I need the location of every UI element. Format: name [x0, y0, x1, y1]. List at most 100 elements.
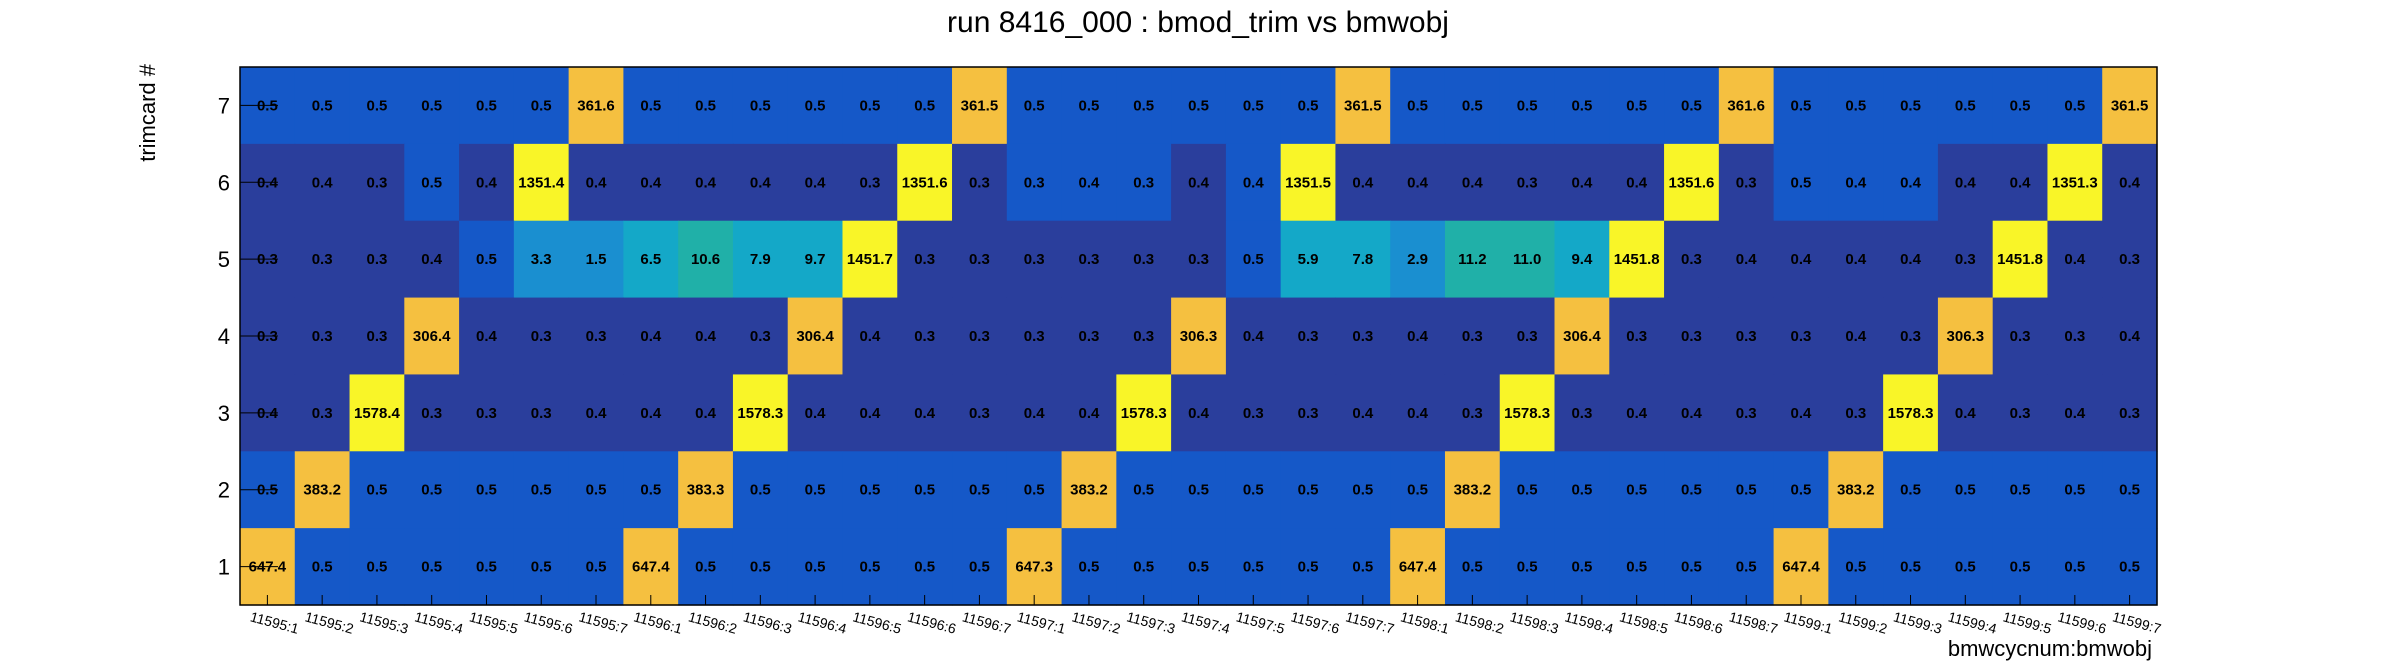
heatmap-cell — [1171, 297, 1227, 376]
cell-value-label: 0.3 — [1133, 251, 1154, 268]
cell-value-label: 0.3 — [1626, 328, 1647, 345]
cell-value-label: 0.5 — [531, 97, 552, 114]
heatmap-cell — [1006, 374, 1063, 452]
cell-value-label: 0.5 — [2119, 482, 2140, 499]
cell-value-label: 1351.6 — [1668, 174, 1714, 191]
cell-value-label: 0.4 — [1791, 405, 1813, 422]
cell-value-label: 0.4 — [1626, 174, 1648, 191]
cell-value-label: 0.5 — [1517, 97, 1538, 114]
cell-value-label: 0.3 — [312, 328, 333, 345]
heatmap-cell — [1171, 528, 1227, 606]
heatmap-cell — [1280, 143, 1337, 222]
cell-value-label: 0.3 — [1298, 405, 1319, 422]
cell-value-label: 0.5 — [1188, 97, 1209, 114]
cell-value-label: 0.4 — [695, 328, 717, 345]
x-axis-title: bmwcycnum:bmwobj — [1948, 636, 2152, 661]
y-tick-label: 3 — [218, 401, 230, 426]
cell-value-label: 0.3 — [750, 328, 771, 345]
heatmap-cell — [1390, 528, 1446, 606]
heatmap-cell — [1992, 451, 2049, 529]
cell-value-label: 0.3 — [1517, 174, 1538, 191]
cell-value-label: 0.4 — [1079, 405, 1101, 422]
cell-value-label: 0.5 — [1407, 97, 1428, 114]
heatmap-cell — [568, 297, 624, 376]
cell-value-label: 0.4 — [1845, 328, 1867, 345]
cell-value-label: 0.3 — [531, 405, 552, 422]
cell-value-label: 0.4 — [1462, 174, 1484, 191]
heatmap-cell — [897, 143, 953, 222]
cell-value-label: 0.4 — [1900, 251, 1922, 268]
cell-value-label: 0.5 — [531, 559, 552, 576]
cell-value-label: 0.3 — [1133, 328, 1154, 345]
cell-value-label: 0.3 — [367, 328, 388, 345]
heatmap-cell — [678, 67, 734, 145]
cell-value-label: 0.5 — [1243, 251, 1264, 268]
heatmap-cell — [952, 220, 1008, 299]
heatmap-cell — [349, 220, 405, 299]
cell-value-label: 306.4 — [1563, 328, 1601, 345]
heatmap-cell — [732, 67, 789, 145]
cell-value-label: 0.5 — [914, 482, 935, 499]
heatmap-cell — [2102, 374, 2158, 452]
heatmap-cell — [513, 67, 570, 145]
heatmap-cell — [787, 220, 844, 299]
cell-value-label: 1578.4 — [354, 405, 401, 422]
heatmap-cell — [1499, 143, 1556, 222]
heatmap-cell — [787, 451, 844, 529]
heatmap-cell — [1554, 297, 1610, 376]
cell-value-label: 0.4 — [1571, 174, 1593, 191]
cell-value-label: 0.5 — [1900, 482, 1921, 499]
cell-value-label: 0.5 — [914, 559, 935, 576]
heatmap-cell — [513, 143, 570, 222]
cell-value-label: 0.3 — [1133, 174, 1154, 191]
heatmap-cell — [1718, 143, 1775, 222]
cell-value-label: 0.5 — [1243, 97, 1264, 114]
chart-title: run 8416_000 : bmod_trim vs bmwobj — [947, 6, 1449, 39]
cell-value-label: 0.3 — [2064, 328, 2085, 345]
cell-value-label: 0.3 — [859, 174, 880, 191]
y-tick-label: 1 — [218, 555, 230, 580]
cell-value-label: 0.5 — [2010, 97, 2031, 114]
heatmap-cell — [1664, 297, 1720, 376]
heatmap-cell — [1609, 528, 1665, 606]
heatmap-cell — [1444, 451, 1501, 529]
cell-value-label: 0.3 — [1298, 328, 1319, 345]
cell-value-label: 0.4 — [2119, 174, 2141, 191]
cell-value-label: 0.5 — [476, 482, 497, 499]
cell-value-label: 0.5 — [531, 482, 552, 499]
cell-value-label: 0.3 — [969, 174, 990, 191]
heatmap-cell — [1554, 143, 1610, 222]
cell-value-label: 0.3 — [367, 174, 388, 191]
heatmap-cell — [1444, 143, 1501, 222]
cell-value-label: 0.5 — [640, 482, 661, 499]
heatmap-cell — [1116, 143, 1172, 222]
cell-value-label: 0.5 — [1900, 97, 1921, 114]
heatmap-cell — [1444, 220, 1501, 299]
heatmap-cell — [1280, 297, 1337, 376]
heatmap-cell — [1390, 451, 1446, 529]
heatmap-cell — [842, 67, 898, 145]
cell-value-label: 0.3 — [969, 251, 990, 268]
heatmap-cell — [349, 528, 405, 606]
heatmap-cell — [1609, 451, 1665, 529]
heatmap-cell — [1499, 451, 1556, 529]
heatmap-cell — [1116, 220, 1172, 299]
cell-value-label: 0.5 — [421, 174, 442, 191]
heatmap-cell — [1499, 297, 1556, 376]
cell-value-label: 306.4 — [796, 328, 834, 345]
heatmap-cell — [1061, 67, 1117, 145]
heatmap-cell — [952, 297, 1008, 376]
heatmap-cell — [1883, 297, 1939, 376]
heatmap-cell — [1828, 528, 1884, 606]
heatmap-cell — [1499, 67, 1556, 145]
cell-value-label: 0.5 — [914, 97, 935, 114]
heatmap-cell — [404, 220, 460, 299]
heatmap-cell — [1280, 528, 1337, 606]
cell-value-label: 0.5 — [476, 97, 497, 114]
cell-value-label: 0.4 — [695, 405, 717, 422]
cell-value-label: 0.5 — [750, 482, 771, 499]
heatmap-cell — [568, 374, 624, 452]
cell-value-label: 0.5 — [1955, 97, 1976, 114]
heatmap-cell — [1444, 67, 1501, 145]
